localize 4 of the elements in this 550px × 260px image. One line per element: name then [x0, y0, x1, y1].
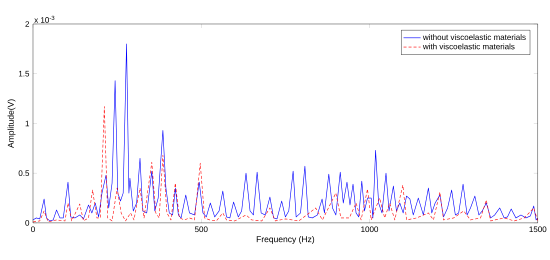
line-series — [32, 44, 538, 222]
y-axis-title: Amplitude(V) — [8, 99, 16, 148]
line-series — [32, 106, 538, 222]
x-axis-title: Frequency (Hz) — [256, 236, 314, 244]
